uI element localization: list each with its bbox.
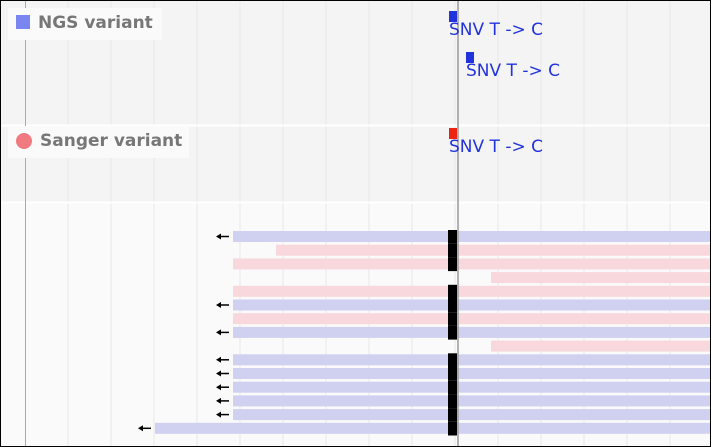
read xyxy=(233,395,710,407)
mismatch xyxy=(448,394,457,409)
mismatch xyxy=(448,353,457,367)
mismatch xyxy=(448,367,457,381)
variant-marker[interactable] xyxy=(449,128,457,139)
track-label-box xyxy=(8,126,189,158)
mismatch xyxy=(448,312,457,326)
mismatch xyxy=(448,380,457,395)
read-arrow-head xyxy=(216,384,221,391)
read xyxy=(233,231,710,242)
read-arrow-head xyxy=(216,356,221,363)
read xyxy=(276,244,710,256)
mismatch xyxy=(448,284,457,299)
variant-marker[interactable] xyxy=(449,11,457,22)
variant-label: SNV T -> C xyxy=(449,20,543,40)
mismatch xyxy=(448,230,457,244)
track-label-box xyxy=(8,8,162,40)
read-arrow-head xyxy=(216,397,221,404)
grid xyxy=(67,1,671,446)
read xyxy=(233,409,710,421)
ngs-icon xyxy=(16,15,30,29)
mismatch xyxy=(448,421,457,436)
read-arrow-head xyxy=(216,370,221,377)
variant-label: SNV T -> C xyxy=(449,137,543,157)
read-arrow-head xyxy=(216,302,221,308)
mismatch xyxy=(448,408,457,422)
mismatch xyxy=(448,325,457,340)
read xyxy=(233,354,710,366)
read-arrow-head xyxy=(216,329,221,336)
variant-marker[interactable] xyxy=(466,52,474,63)
read xyxy=(233,285,710,297)
reads xyxy=(138,230,710,436)
read xyxy=(233,313,710,325)
track-label: Sanger variant xyxy=(40,131,182,151)
read xyxy=(233,258,710,270)
read-arrow-head xyxy=(138,425,143,432)
track-label: NGS variant xyxy=(38,13,153,33)
read xyxy=(233,326,710,338)
read xyxy=(233,381,710,393)
mismatch xyxy=(448,257,457,272)
read xyxy=(233,299,710,311)
mismatch xyxy=(448,243,457,258)
read xyxy=(491,272,710,284)
read xyxy=(233,368,710,379)
sanger-icon xyxy=(16,133,32,149)
variant-label: SNV T -> C xyxy=(466,61,560,81)
mismatch xyxy=(448,298,457,313)
read xyxy=(491,340,710,352)
read xyxy=(155,422,710,434)
read-arrow-head xyxy=(216,233,221,240)
read-arrow-head xyxy=(216,411,221,418)
